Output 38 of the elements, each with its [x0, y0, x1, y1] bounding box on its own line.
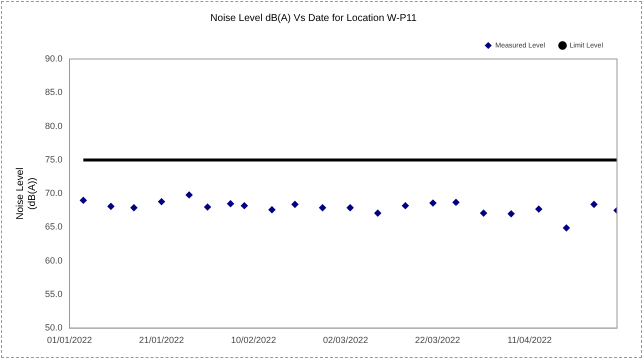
point	[130, 204, 138, 212]
point	[480, 210, 488, 217]
y-tick-label: 60.0	[44, 255, 63, 266]
point	[402, 202, 409, 210]
x-tick-label: 10/02/2022	[231, 335, 276, 346]
y-tick-label: 85.0	[44, 87, 63, 98]
x-tick-label: 22/03/2022	[415, 335, 460, 346]
y-tick-label: 90.0	[44, 53, 63, 64]
y-tick-label: 55.0	[44, 289, 63, 300]
point	[508, 210, 515, 218]
point	[374, 210, 382, 217]
x-tick-label: 21/01/2022	[139, 335, 184, 346]
point	[227, 200, 234, 208]
point	[452, 198, 460, 206]
point	[107, 202, 114, 210]
chart-title: Noise Level dB(A) Vs Date for Location W-P11	[210, 12, 418, 24]
point	[240, 202, 248, 210]
x-tick-label: 02/03/2022	[323, 335, 368, 346]
point	[204, 204, 212, 211]
point	[268, 206, 276, 214]
point	[346, 204, 354, 212]
point	[291, 200, 298, 208]
point	[80, 196, 87, 204]
x-tick-label: 11/04/2022	[507, 335, 552, 346]
y-tick-label: 80.0	[44, 120, 63, 131]
point	[158, 198, 166, 206]
x-tick-label: 01/01/2022	[46, 335, 92, 346]
y-tick-label: 50.0	[44, 322, 63, 333]
point	[535, 206, 542, 213]
y-tick-label: 75.0	[44, 154, 63, 164]
y-tick-label: 70.0	[44, 188, 63, 198]
point	[562, 224, 570, 232]
point	[186, 191, 193, 198]
y-axis-title: Noise Level (dB(A))	[14, 167, 38, 220]
point	[319, 204, 326, 212]
point	[429, 200, 436, 207]
point	[590, 200, 598, 208]
y-tick-label: 65.0	[44, 222, 63, 232]
